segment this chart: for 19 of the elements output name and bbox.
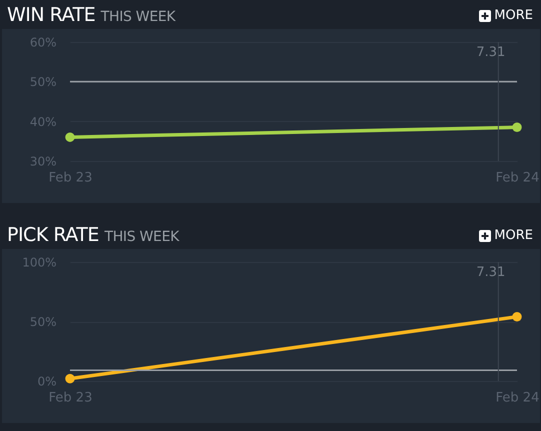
ref-line-label: 7.31 [476,45,506,60]
chart-title: WIN RATE [7,4,96,26]
x-tick-label: Feb 23 [48,170,92,186]
y-tick-label: 100% [22,256,56,270]
chart-subtitle: THIS WEEK [100,9,176,25]
x-tick-label: Feb 24 [496,390,540,406]
x-tick-label: Feb 24 [496,170,540,186]
ref-line-label: 7.31 [476,265,506,280]
text: MORE [494,8,533,23]
y-tick-label: 30% [30,154,56,168]
text: MORE [494,228,533,243]
y-tick-label: 40% [30,114,56,129]
chart-subtitle: THIS WEEK [104,229,179,245]
y-tick-label: 50% [30,315,56,329]
y-tick-label: 0% [37,374,56,388]
y-tick-label: 60% [30,36,56,50]
x-tick-label: Feb 23 [48,390,92,406]
y-tick-label: 50% [30,75,56,90]
chart-title: PICK RATE [7,224,99,246]
